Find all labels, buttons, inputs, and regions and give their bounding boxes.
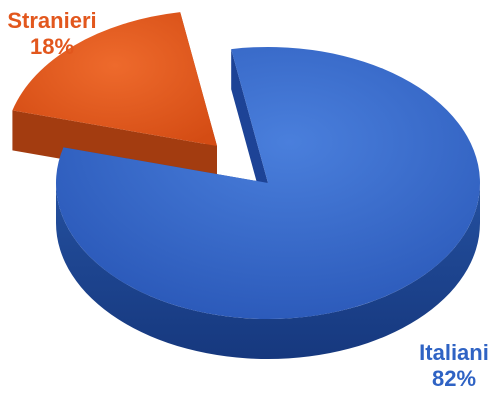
slice-edge-italiani-0: [231, 49, 268, 223]
slice-stranieri: [12, 12, 217, 146]
slice-name-stranieri: Stranieri: [7, 8, 97, 33]
slice-side-italiani: [56, 183, 480, 359]
slice-label-italiani: Italiani 82%: [405, 340, 503, 392]
slice-value-italiani: 82%: [431, 366, 477, 391]
slice-label-stranieri: Stranieri 18%: [2, 8, 102, 60]
slice-name-italiani: Italiani: [419, 340, 489, 365]
slice-italiani: [56, 46, 481, 319]
slice-value-stranieri: 18%: [29, 34, 75, 59]
